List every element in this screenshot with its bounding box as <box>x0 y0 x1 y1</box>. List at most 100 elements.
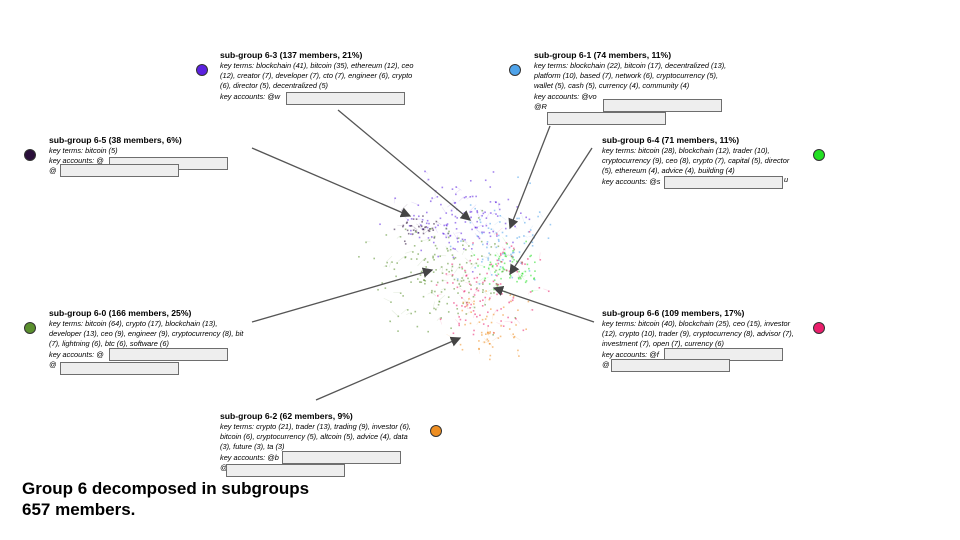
network-node <box>456 308 459 310</box>
network-node <box>493 279 496 281</box>
network-node <box>521 263 523 265</box>
network-node <box>497 259 500 261</box>
network-node <box>507 198 510 201</box>
network-node <box>514 317 517 319</box>
network-node <box>469 307 471 309</box>
network-edge <box>474 282 479 286</box>
network-node <box>529 182 531 185</box>
network-node <box>464 305 466 308</box>
network-node <box>427 178 430 181</box>
network-node <box>385 265 388 267</box>
network-node <box>429 200 432 203</box>
network-node <box>499 214 502 217</box>
network-node <box>464 221 467 223</box>
network-node <box>430 291 433 294</box>
network-node <box>406 309 409 311</box>
network-node <box>397 330 399 332</box>
network-node <box>471 228 473 231</box>
network-node <box>428 222 430 225</box>
network-node <box>446 302 449 305</box>
network-node <box>446 282 449 284</box>
network-node <box>436 281 439 284</box>
network-node <box>462 240 464 242</box>
redacted-account-box <box>664 176 783 189</box>
network-node <box>527 258 529 260</box>
network-node <box>428 230 431 232</box>
network-node <box>495 269 497 272</box>
network-node <box>475 195 477 198</box>
network-node <box>469 204 472 206</box>
network-node <box>435 308 437 311</box>
network-edge <box>485 212 491 219</box>
network-node <box>381 282 384 284</box>
network-node <box>470 311 472 314</box>
network-edge <box>479 214 483 222</box>
network-node <box>420 249 423 252</box>
network-node <box>463 196 466 199</box>
network-node <box>488 332 491 335</box>
network-node <box>507 316 509 319</box>
network-node <box>445 227 448 230</box>
network-node <box>525 240 527 243</box>
network-node <box>453 202 456 204</box>
network-node <box>410 281 412 283</box>
network-edge <box>492 331 494 333</box>
subgroup-key-terms: key terms: bitcoin (40), blockchain (25)… <box>602 319 794 349</box>
network-node <box>498 203 501 206</box>
network-node <box>449 248 452 251</box>
network-node <box>447 250 449 252</box>
network-node <box>514 225 516 228</box>
network-node <box>485 333 487 336</box>
network-node <box>481 209 484 212</box>
network-node <box>467 277 469 280</box>
network-edge <box>436 316 441 321</box>
network-edge <box>455 232 461 234</box>
network-node <box>391 261 393 263</box>
network-node <box>451 254 454 256</box>
network-edge <box>485 243 491 247</box>
network-node <box>510 300 512 303</box>
network-node <box>470 216 472 219</box>
network-node <box>487 340 490 342</box>
network-node <box>419 274 422 276</box>
network-node <box>458 266 461 269</box>
network-edge <box>429 197 437 201</box>
network-node <box>492 230 495 233</box>
arrow-6-0 <box>251 267 434 323</box>
network-node <box>511 251 514 254</box>
network-node <box>486 315 488 318</box>
subgroup-key-accounts-2: @R <box>534 101 547 111</box>
network-node <box>448 270 450 273</box>
subgroup-key-accounts: key accounts: @f <box>602 349 659 359</box>
network-node <box>484 296 487 299</box>
network-node <box>445 212 448 214</box>
network-node <box>460 280 463 282</box>
network-node <box>509 294 512 296</box>
arrow-6-4 <box>509 147 593 276</box>
network-edge <box>477 263 484 267</box>
network-node <box>466 303 469 306</box>
network-node <box>420 281 423 283</box>
network-node <box>529 229 532 231</box>
network-node <box>445 273 448 275</box>
network-edge <box>497 202 500 209</box>
network-node <box>461 309 464 312</box>
network-node <box>443 233 445 235</box>
network-node <box>464 319 467 322</box>
slide-caption: Group 6 decomposed in subgroups 657 memb… <box>22 478 309 520</box>
network-node <box>492 313 495 316</box>
network-node <box>528 218 531 221</box>
network-node <box>516 237 518 239</box>
network-node <box>446 223 449 225</box>
network-node <box>524 270 527 273</box>
network-node <box>482 281 484 284</box>
network-node <box>473 254 476 256</box>
network-node <box>499 266 502 268</box>
network-node <box>377 288 379 291</box>
network-node <box>524 281 527 284</box>
network-node <box>410 233 412 235</box>
network-node <box>502 306 505 309</box>
network-node <box>471 195 474 198</box>
network-node <box>446 247 449 250</box>
network-node <box>464 323 466 326</box>
